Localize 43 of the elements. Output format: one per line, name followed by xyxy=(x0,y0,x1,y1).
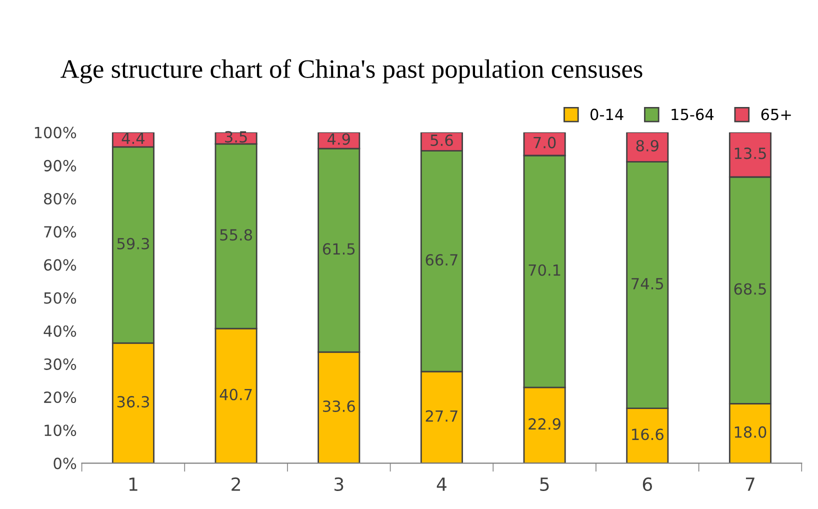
data-label: 70.1 xyxy=(528,264,560,276)
chart-title: Age structure chart of China's past population censuses xyxy=(60,59,642,84)
data-label: 40.7 xyxy=(220,388,252,400)
data-label: 27.7 xyxy=(426,410,458,422)
y-tick-label: 70% xyxy=(44,226,76,238)
y-tick-label: 90% xyxy=(44,160,76,172)
data-label: 3.5 xyxy=(225,131,247,143)
data-label: 13.5 xyxy=(734,148,766,160)
legend-label: 65+ xyxy=(761,108,791,120)
x-tick-label: 4 xyxy=(436,478,446,491)
data-label: 59.3 xyxy=(117,238,149,250)
x-tick-label: 2 xyxy=(232,477,240,491)
x-tick-label: 3 xyxy=(334,477,344,492)
data-label: 7.0 xyxy=(534,136,556,148)
x-tick-label: 1 xyxy=(129,478,138,491)
legend-label: 0-14 xyxy=(590,108,624,120)
data-label: 36.3 xyxy=(117,396,149,408)
y-tick-label: 100% xyxy=(34,126,76,138)
x-tick-label: 6 xyxy=(642,477,652,492)
data-label: 74.5 xyxy=(632,278,664,290)
data-label: 18.0 xyxy=(734,426,766,438)
data-label: 4.9 xyxy=(327,133,350,145)
y-tick-label: 50% xyxy=(44,292,76,304)
x-tick-label: 7 xyxy=(746,478,754,491)
y-tick-label: 60% xyxy=(44,259,76,271)
x-tick-label: 5 xyxy=(540,478,549,492)
data-label: 61.5 xyxy=(322,243,355,255)
data-label: 5.6 xyxy=(430,134,453,146)
y-tick-label: 80% xyxy=(44,192,76,205)
data-label: 4.4 xyxy=(122,132,145,144)
y-tick-label: 10% xyxy=(44,424,76,436)
data-label: 55.8 xyxy=(220,229,252,241)
y-tick-label: 30% xyxy=(44,358,76,370)
legend-label: 15-64 xyxy=(672,108,714,120)
data-label: 68.5 xyxy=(734,283,766,295)
y-tick-label: 40% xyxy=(44,325,76,337)
data-label: 22.9 xyxy=(528,418,560,430)
data-label: 66.7 xyxy=(426,254,458,266)
data-label: 8.9 xyxy=(636,140,658,152)
y-tick-label: 20% xyxy=(44,391,76,404)
y-tick-label: 0% xyxy=(54,458,76,470)
data-label: 16.6 xyxy=(632,428,664,440)
data-label: 33.6 xyxy=(323,400,355,412)
